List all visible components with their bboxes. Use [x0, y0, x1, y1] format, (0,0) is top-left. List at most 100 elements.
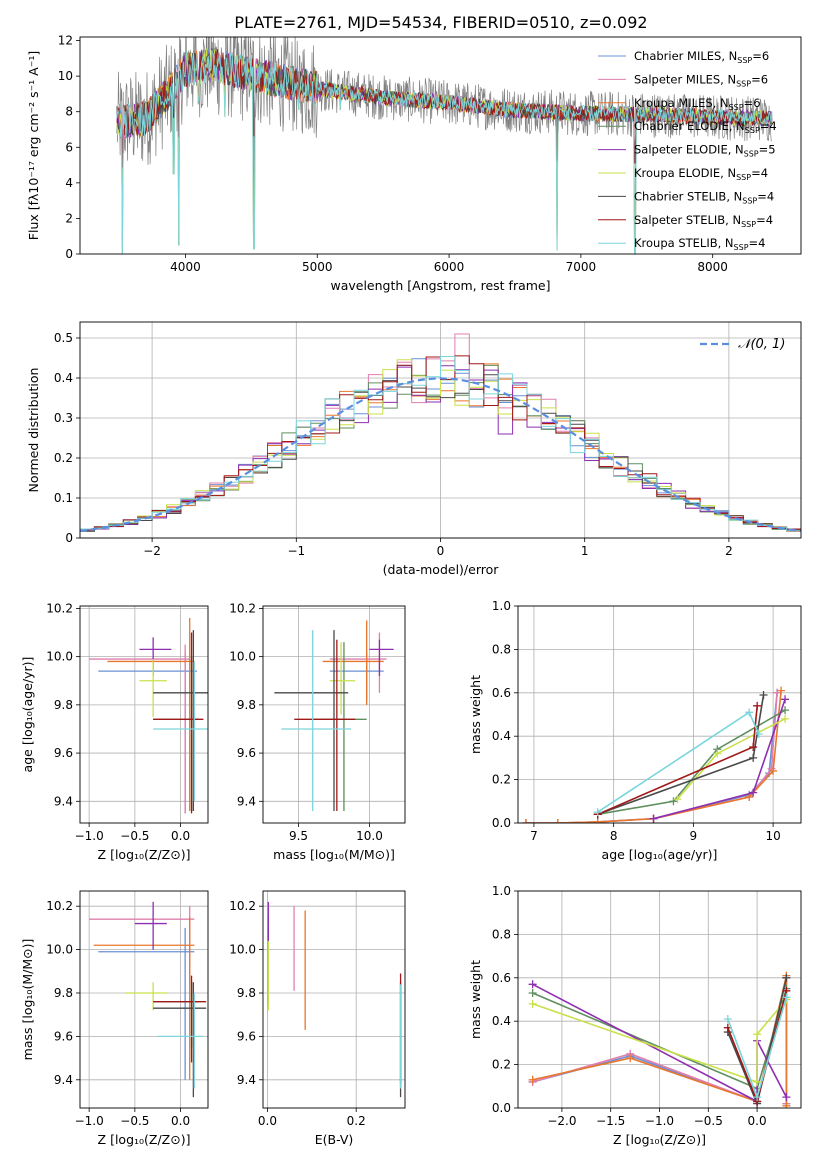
weight-marker	[782, 993, 791, 1002]
y-tick-label: 10.0	[229, 943, 256, 957]
weight-marker	[781, 706, 790, 715]
weight-series-3	[593, 706, 790, 819]
y-tick-label: 9.6	[54, 746, 73, 760]
x-axis-label: Z [log₁₀(Z/Z⊙)]	[98, 1132, 191, 1147]
weight-series-1	[521, 688, 782, 823]
y-tick-label: 10.0	[46, 650, 73, 664]
y-tick-label: 0.6	[492, 971, 511, 985]
errorbar-point-1	[89, 906, 195, 983]
errorbar-point-8	[281, 630, 352, 811]
x-tick-label: 9	[690, 829, 698, 843]
plot-area	[521, 686, 790, 823]
x-tick-label: −1	[287, 544, 305, 558]
legend-nssp: 4	[758, 236, 765, 250]
model-spectrum-8	[116, 49, 773, 254]
weight-series-2	[521, 686, 786, 823]
legend-nssp: 6	[761, 72, 768, 86]
legend-normal-label: 𝒩(0, 1)	[738, 337, 785, 352]
y-tick-label: 0.8	[492, 642, 511, 656]
x-tick-label: −1.0	[645, 1114, 674, 1128]
errorbar-point-0	[98, 651, 198, 814]
weight-line	[597, 709, 786, 816]
legend-nssp: 4	[761, 166, 768, 180]
y-axis-label: Flux [fλ10⁻¹⁷ erg cm⁻² s⁻¹ A⁻¹]	[26, 51, 41, 240]
x-tick-label: 10.0	[356, 829, 383, 843]
panel-mass-vs-ebv: 0.0 0.2 9.4 9.6 9.8 10.0 10.2 E(B-V)	[229, 890, 406, 1147]
legend-model-name: Kroupa STELIB	[634, 236, 718, 250]
x-tick-label: 10	[765, 829, 780, 843]
weight-marker	[649, 814, 658, 823]
errorbar-point-7	[153, 975, 207, 1063]
plot-area	[267, 901, 402, 1098]
errorbar-point-3	[312, 642, 367, 811]
x-axis-label: (data-model)/error	[383, 562, 500, 577]
x-tick-label: 6000	[434, 260, 465, 274]
x-tick-label: −0.5	[694, 1114, 723, 1128]
weight-marker	[759, 690, 768, 699]
x-axis-label: Z [log₁₀(Z/Z⊙)]	[98, 847, 191, 862]
weight-marker	[777, 686, 786, 695]
x-tick-label: −0.5	[120, 1114, 149, 1128]
legend-entry-4: Salpeter ELODIE, NSSP=5	[634, 143, 776, 159]
y-tick-label: 9.4	[237, 1073, 256, 1087]
axes-frame	[79, 36, 802, 255]
weight-series-7	[723, 986, 791, 1106]
weight-series-4	[649, 695, 790, 823]
weight-marker	[626, 1054, 635, 1063]
y-tick-label: 10	[58, 69, 73, 83]
residual-histogram-5	[80, 359, 801, 532]
weight-line	[526, 692, 778, 823]
errorbar-point-2	[93, 917, 195, 1080]
axes-frame	[79, 321, 802, 539]
panel-mass-vs-z: −1.0 −0.5 0.0 9.4 9.6 9.8 10.0 10.2 Z [log₁₀(Z/Z…	[20, 890, 209, 1147]
weight-line	[532, 998, 788, 1084]
errorbar-point-5	[139, 659, 167, 717]
weight-marker	[528, 988, 537, 997]
legend-nssp: 6	[753, 96, 760, 110]
y-tick-label: 10.2	[46, 899, 73, 913]
weight-marker	[521, 819, 530, 823]
legend-entry-5: Kroupa ELODIE, NSSP=4	[634, 166, 768, 182]
weight-marker	[753, 1030, 762, 1039]
y-tick-label: 0.0	[492, 816, 511, 830]
plot-area	[89, 618, 208, 814]
weight-marker	[745, 708, 754, 717]
legend-model-name: Salpeter ELODIE	[634, 143, 728, 157]
axes-frame	[79, 890, 209, 1109]
errorbar-point-7	[153, 632, 204, 814]
x-tick-label: 7000	[566, 260, 597, 274]
y-tick-label: 8	[65, 105, 73, 119]
y-tick-label: 0.3	[54, 411, 73, 425]
panel-residuals: −2 −1 0 1 2 0 0.1 0.2 0.3 0.4 0.5 (data-model)/erro…	[26, 321, 802, 577]
plot-area	[274, 620, 394, 811]
y-tick-label: 0.2	[492, 1058, 511, 1072]
weight-series-8	[723, 993, 791, 1102]
x-tick-label: 0.0	[171, 829, 190, 843]
y-tick-label: 0.4	[54, 371, 73, 385]
weight-marker	[782, 1101, 791, 1108]
weight-marker	[749, 753, 758, 762]
y-tick-label: 9.6	[237, 1029, 256, 1043]
y-axis-label: age [log₁₀(age/yr)]	[20, 657, 35, 773]
y-tick-label: 0.4	[492, 1014, 511, 1028]
legend-entry-7: Salpeter STELIB, NSSP=4	[634, 213, 773, 229]
x-axis-label: E(B-V)	[315, 1132, 354, 1147]
axes-frame	[517, 605, 802, 824]
axes-frame	[262, 605, 406, 824]
y-axis-label: mass [log₁₀(M/M⊙)]	[20, 939, 35, 1061]
errorbar-point-6	[153, 630, 208, 811]
errorbar-point-2	[107, 618, 195, 811]
y-axis-label: Normed distribution	[26, 368, 41, 493]
y-tick-label: 4	[65, 176, 73, 190]
legend-model-name: Kroupa MILES	[634, 96, 713, 110]
x-tick-label: 0.2	[347, 1114, 366, 1128]
x-tick-label: −0.5	[120, 829, 149, 843]
legend-entry-3: Chabrier ELODIE, NSSP=4	[634, 119, 777, 135]
errorbar-point-2	[322, 620, 384, 705]
plot-area	[89, 901, 207, 1098]
legend-entry-1: Salpeter MILES, NSSP=6	[634, 72, 768, 88]
legend-entry-6: Chabrier STELIB, NSSP=4	[634, 189, 774, 205]
panel-weight-vs-z: −2.0 −1.5 −1.0 −0.5 0.0 0.0 0.2 0.4 0.6 0.8 1.0 Z […	[468, 884, 802, 1147]
y-tick-label: 10.0	[229, 650, 256, 664]
y-tick-label: 0.8	[492, 927, 511, 941]
